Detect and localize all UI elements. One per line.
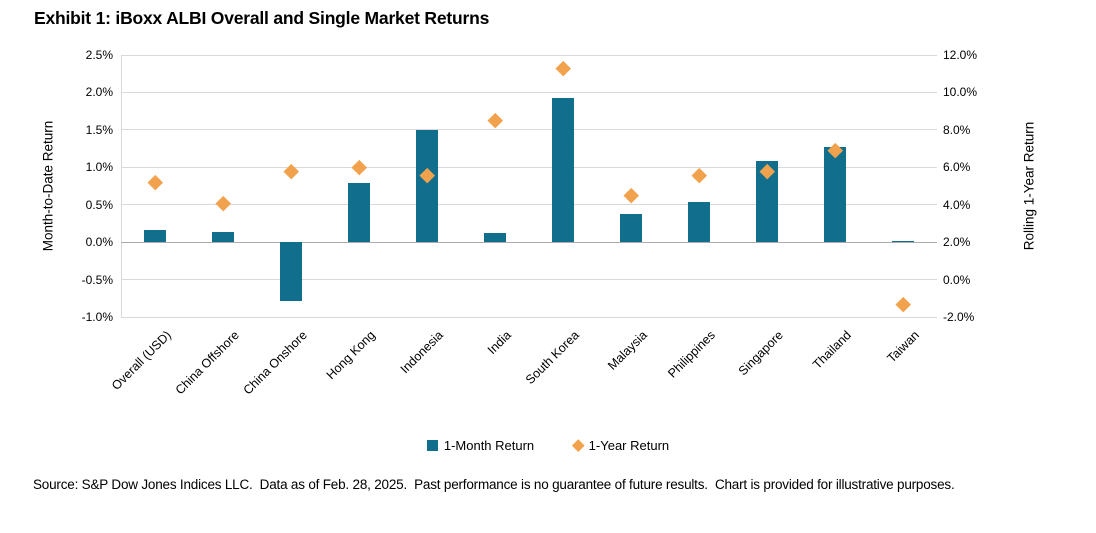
bar-india xyxy=(484,233,506,243)
bar-taiwan xyxy=(892,240,914,243)
gridline-2.5% xyxy=(121,54,937,56)
marker-india xyxy=(487,113,503,128)
right-tick-8.0%: 8.0% xyxy=(943,122,971,137)
legend-label: 1-Year Return xyxy=(588,438,670,453)
marker-overall-usd xyxy=(147,174,163,190)
chart-title: Exhibit 1: iBoxx ALBI Overall and Single… xyxy=(34,8,490,28)
marker-china-offshore xyxy=(215,195,231,211)
left-tick--1.0%: -1.0% xyxy=(81,310,113,324)
left-tick-0.5%: 0.5% xyxy=(85,197,113,212)
source-note: Source: S&P Dow Jones Indices LLC. Data … xyxy=(33,477,955,492)
marker-philippines xyxy=(691,167,707,183)
category-label-taiwan: Taiwan xyxy=(884,328,922,366)
category-label-thailand: Thailand xyxy=(810,328,854,372)
left-tick-2.0%: 2.0% xyxy=(85,85,113,100)
legend-item-1-month-return: 1-Month Return xyxy=(426,438,535,453)
gridline-0.5% xyxy=(121,204,937,206)
right-tick--2.0%: -2.0% xyxy=(943,310,975,324)
left-axis-line xyxy=(121,55,122,317)
left-tick--0.5%: -0.5% xyxy=(81,272,113,287)
bar-indonesia xyxy=(416,129,438,243)
right-tick-6.0%: 6.0% xyxy=(943,160,971,175)
marker-malaysia xyxy=(623,187,639,203)
bar-swatch-icon xyxy=(426,440,438,451)
gridline-1.0% xyxy=(121,166,937,168)
gridline--1.0% xyxy=(121,316,937,318)
left-tick-1.0%: 1.0% xyxy=(85,160,113,175)
gridline-1.5% xyxy=(121,129,937,131)
category-label-indonesia: Indonesia xyxy=(397,328,446,377)
bar-hong-kong xyxy=(348,183,370,243)
category-label-hong-kong: Hong Kong xyxy=(323,328,378,383)
right-axis-title: Rolling 1-Year Return xyxy=(1021,121,1037,251)
bar-overall-usd xyxy=(144,230,166,243)
chart-legend: 1-Month Return 1-Year Return xyxy=(0,438,1096,453)
marker-hong-kong xyxy=(351,159,367,175)
marker-taiwan xyxy=(895,296,911,312)
category-label-india: India xyxy=(484,328,514,358)
category-label-china-onshore: China Onshore xyxy=(240,328,310,398)
category-label-malaysia: Malaysia xyxy=(605,328,650,373)
marker-south-korea xyxy=(555,60,571,76)
bar-china-onshore xyxy=(280,242,302,301)
bar-china-offshore xyxy=(212,232,234,243)
category-label-china-offshore: China Offshore xyxy=(172,328,242,398)
legend-item-1-year-return: 1-Year Return xyxy=(572,438,670,453)
bar-singapore xyxy=(756,160,778,243)
category-label-singapore: Singapore xyxy=(735,328,786,379)
category-label-overall-usd: Overall (USD) xyxy=(108,328,174,393)
bar-thailand xyxy=(824,147,846,243)
diamond-swatch-icon xyxy=(572,439,585,452)
category-label-philippines: Philippines xyxy=(665,328,718,381)
category-label-south-korea: South Korea xyxy=(522,328,582,388)
left-tick-1.5%: 1.5% xyxy=(85,122,113,137)
bar-south-korea xyxy=(552,97,574,243)
right-tick-2.0%: 2.0% xyxy=(943,235,971,250)
gridline--0.5% xyxy=(121,279,937,281)
right-tick-4.0%: 4.0% xyxy=(943,197,971,212)
gridline-2.0% xyxy=(121,91,937,93)
plot-area xyxy=(121,54,937,318)
left-tick-0.0%: 0.0% xyxy=(85,235,113,250)
bar-malaysia xyxy=(620,213,642,243)
left-axis-title: Month-to-Date Return xyxy=(40,120,56,252)
bar-philippines xyxy=(688,201,710,243)
right-tick-10.0%: 10.0% xyxy=(943,85,978,100)
gridline-0.0% xyxy=(121,241,937,243)
right-tick-12.0%: 12.0% xyxy=(943,48,978,62)
left-tick-2.5%: 2.5% xyxy=(85,48,113,62)
legend-label: 1-Month Return xyxy=(443,438,535,453)
right-tick-0.0%: 0.0% xyxy=(943,272,971,287)
